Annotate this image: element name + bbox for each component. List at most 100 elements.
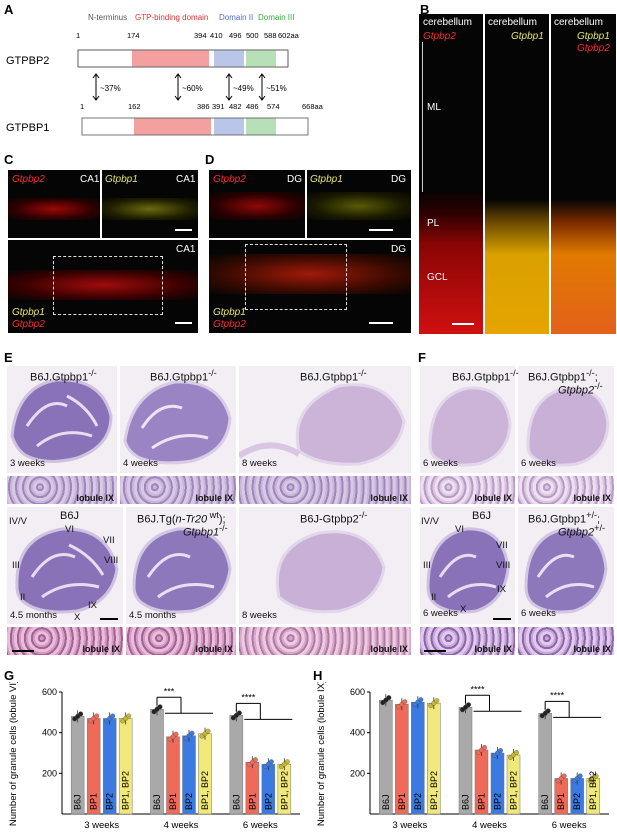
panel-label-c: C xyxy=(4,152,14,167)
svg-text:486: 486 xyxy=(246,102,259,111)
data-point xyxy=(498,748,503,754)
bar-series-label: BP1 xyxy=(556,793,566,810)
e-top-age-1: 3 weeks xyxy=(10,458,45,469)
panel-label-g: G xyxy=(4,668,15,683)
bar-series-label: BP1, BP2 xyxy=(279,771,289,810)
e-strip-1: lobule IX xyxy=(7,476,117,504)
svg-text:602aa: 602aa xyxy=(278,31,300,40)
e-bottom-geno-2: B6J.Tg(n-Tr20 wt); xyxy=(137,510,226,526)
f-lobe-x: X xyxy=(460,604,467,615)
bar-series-label: B6J xyxy=(381,794,391,810)
ca1-fish-panel: Gtpbp2 CA1 Gtpbp1 CA1 CA1 Gtpbp1 Gtpbp2 xyxy=(8,170,198,333)
f-section-4 xyxy=(518,507,614,624)
e-top-age-3: 8 weeks xyxy=(242,458,277,469)
cerebellum-fish-panel: cerebellum Gtpbp2 cerebellum Gtpbp1 cere… xyxy=(419,14,616,334)
e-section-5 xyxy=(126,507,236,624)
svg-text:668aa: 668aa xyxy=(302,102,324,111)
c-region-1: CA1 xyxy=(80,174,100,185)
e-section-4 xyxy=(7,507,123,624)
f-bottom-age-1: 6 weeks xyxy=(423,608,458,619)
f-lobe-iii: III xyxy=(423,560,431,571)
f-section-2 xyxy=(518,366,614,473)
f-top-geno-1: B6J.Gtpbp1-/- xyxy=(452,368,519,384)
d-gene-yel: Gtpbp1 xyxy=(310,174,343,185)
lobe-iv-v: IV/V xyxy=(9,516,27,527)
identity-1: ~37% xyxy=(100,84,121,93)
sig-label: **** xyxy=(241,692,256,702)
bar-series-label: BP1, BP2 xyxy=(121,771,131,810)
panel-label-e: E xyxy=(4,350,13,365)
y-tick-label: 600 xyxy=(42,687,57,697)
bar-series-label: BP2 xyxy=(184,793,194,810)
bar-series-label: BP1, BP2 xyxy=(429,771,439,810)
data-point xyxy=(157,704,163,710)
c-merge-yel: Gtpbp1 xyxy=(12,307,45,318)
data-point xyxy=(482,745,487,750)
c-gene-yel: Gtpbp1 xyxy=(105,174,138,185)
data-point xyxy=(402,699,408,705)
e-bottom-age-3: 8 weeks xyxy=(242,610,277,621)
identity-3: ~49% xyxy=(233,84,254,93)
layer-ml: ML xyxy=(427,102,441,113)
protein-domain-map: N-terminus GTP-binding domain Domain II … xyxy=(6,13,324,136)
bar-series-label: B6J xyxy=(461,794,471,810)
gtpbp1-label: GTPBP1 xyxy=(6,122,49,134)
panel-label-b: B xyxy=(420,2,430,17)
legend-domain-ii: Domain II xyxy=(219,13,253,22)
legend-n-terminus: N-terminus xyxy=(88,13,127,22)
sig-label: **** xyxy=(550,690,565,700)
f-section-3 xyxy=(420,507,515,624)
d-gene-red: Gtpbp2 xyxy=(213,174,246,185)
bar-series-label: BP1 xyxy=(89,793,99,810)
svg-text:410: 410 xyxy=(210,31,223,40)
lobe-x: X xyxy=(74,612,81,623)
f-strip-1: lobule IX xyxy=(420,476,515,504)
panel-label-d: D xyxy=(205,152,215,167)
bar-series-label: BP2 xyxy=(493,793,503,810)
f-top-age-2: 6 weeks xyxy=(521,458,556,469)
bar-series-label: BP1, BP2 xyxy=(200,771,210,810)
x-tick-label: 4 weeks xyxy=(472,820,507,831)
x-tick-label: 3 weeks xyxy=(392,820,427,831)
y-tick-label: 400 xyxy=(350,728,365,738)
d-region-2: DG xyxy=(391,174,406,185)
y-tick-label: 200 xyxy=(350,768,365,778)
data-point xyxy=(78,711,84,717)
f-bottom-age-2: 6 weeks xyxy=(521,608,556,619)
fish-col-gtpbp1 xyxy=(485,14,549,334)
f-bottom-geno-2: B6J.Gtpbp1+/-; xyxy=(528,510,601,526)
data-point xyxy=(418,697,424,703)
c-region-2: CA1 xyxy=(176,174,196,185)
c-gene-red: Gtpbp2 xyxy=(12,174,45,185)
bar-series-label: B6J xyxy=(152,794,162,810)
bar-series-label: BP2 xyxy=(263,793,273,810)
panel-label-a: A xyxy=(4,2,14,17)
svg-text:1: 1 xyxy=(80,102,84,111)
f-strip-2: lobule IX xyxy=(518,476,614,504)
d-merge-yel: Gtpbp1 xyxy=(213,307,246,318)
svg-text:574: 574 xyxy=(267,102,280,111)
panel-label-f: F xyxy=(418,350,426,365)
c-region-3: CA1 xyxy=(176,244,196,255)
e-bottom-age-2: 4.5 months xyxy=(129,610,176,621)
data-point xyxy=(561,773,567,779)
x-tick-label: 4 weeks xyxy=(164,820,199,831)
data-point xyxy=(386,695,392,701)
d-merge-red: Gtpbp2 xyxy=(213,319,246,330)
b-title-1: cerebellum xyxy=(423,17,472,28)
f-bottom-geno-1: B6J xyxy=(472,510,491,522)
y-axis-label: Number of granule cells (lobule IX) xyxy=(316,682,327,826)
bar-series-label: BP1 xyxy=(168,793,178,810)
f-top-geno-2: B6J.Gtpbp1-/-; xyxy=(528,368,598,384)
e-section-2 xyxy=(120,366,236,473)
gtpbp2-label: GTPBP2 xyxy=(6,55,49,67)
x-tick-label: 6 weeks xyxy=(552,820,587,831)
e-top-geno-2: B6J.Gtpbp1-/- xyxy=(150,368,217,384)
y-tick-label: 200 xyxy=(42,768,57,778)
data-point xyxy=(189,730,195,736)
d-region-3: DG xyxy=(391,244,406,255)
data-point xyxy=(593,773,599,779)
svg-text:1: 1 xyxy=(76,31,80,40)
lobe-ii: II xyxy=(20,592,26,603)
e-top-geno-1: B6J.Gtpbp1-/- xyxy=(30,368,97,384)
